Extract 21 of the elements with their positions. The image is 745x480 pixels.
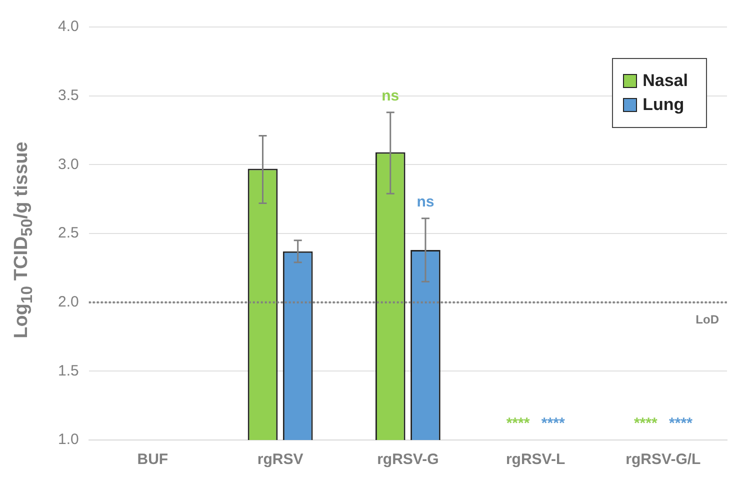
y-tick-label: 1.0 [58, 431, 79, 448]
y-tick-label: 1.5 [58, 362, 79, 380]
x-tick-label: rgRSV-G [377, 451, 439, 468]
annotation: **** [634, 415, 658, 432]
y-tick-label: 4.0 [58, 18, 79, 36]
annotation: **** [541, 415, 565, 432]
y-tick-label: 2.5 [58, 224, 79, 242]
y-tick-label: 2.0 [58, 293, 79, 310]
annotation: ns [382, 87, 400, 104]
annotation: **** [506, 415, 530, 432]
y-tick-label: 3.0 [58, 156, 79, 173]
annotation: ns [416, 193, 434, 210]
y-tick-label: 3.5 [58, 86, 79, 104]
x-tick-label: rgRSV-L [506, 451, 566, 468]
legend-label: Nasal [642, 71, 688, 91]
ref-line-label: LoD [696, 312, 720, 327]
annotation: **** [669, 415, 693, 432]
x-tick-label: BUF [137, 451, 168, 468]
x-tick-label: rgRSV [257, 451, 304, 468]
legend-label: Lung [642, 95, 684, 115]
x-tick-label: rgRSV-G/L [626, 451, 701, 468]
